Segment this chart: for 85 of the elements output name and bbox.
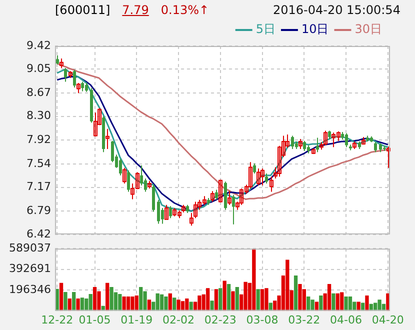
bar (76, 298, 80, 311)
bar (106, 282, 110, 311)
bar (80, 298, 84, 311)
bar (235, 287, 239, 311)
bar (118, 294, 122, 311)
y-tick-label: 7.17 (26, 180, 51, 194)
bar (156, 293, 160, 311)
bar (72, 292, 76, 311)
bar (130, 296, 134, 311)
bar (59, 282, 64, 311)
x-tick-label: 01-19 (120, 313, 153, 326)
y-tick-label: 9.42 (26, 38, 51, 52)
bar (340, 292, 344, 311)
bar (327, 284, 332, 311)
bar (264, 288, 268, 311)
y-tick-label: 8.67 (26, 86, 51, 99)
bar (332, 293, 336, 311)
bar (134, 295, 138, 311)
y-tick-label: 7.54 (26, 156, 51, 170)
y-tick-label: 6.79 (26, 204, 51, 218)
x-tick-label: 02-02 (162, 313, 195, 326)
bar (286, 260, 290, 311)
bar (256, 289, 260, 311)
bar (92, 287, 97, 311)
bar (378, 300, 382, 311)
y-tick-label: 7.92 (26, 133, 51, 146)
bar (88, 294, 92, 311)
bar (110, 287, 114, 311)
candlestick (106, 128, 110, 149)
legend-label: 10日 (301, 22, 329, 36)
bar (176, 300, 180, 311)
candlestick (386, 146, 390, 168)
bar (348, 296, 352, 311)
y-tick-label: 8.30 (26, 109, 51, 122)
bar (244, 282, 248, 311)
bar (160, 294, 164, 311)
candlestick (164, 204, 168, 220)
bar (252, 248, 256, 311)
bar (210, 300, 214, 311)
text: 2016-04-20 15:00:54 (273, 3, 400, 17)
bar (126, 296, 130, 311)
bar (198, 295, 202, 311)
x-tick-label: 03-22 (288, 313, 320, 326)
x-tick-label: 02-23 (204, 313, 236, 326)
bar (122, 296, 126, 311)
bar (231, 291, 235, 311)
x-tick-label: 04-06 (330, 313, 362, 326)
x-tick-label: 04-20 (372, 313, 404, 326)
bar (260, 289, 264, 311)
y-tick-label: 6.42 (26, 227, 51, 240)
text: 0.13%↑ (160, 3, 210, 17)
bar (168, 293, 172, 311)
bar (172, 298, 176, 311)
bar (64, 292, 68, 311)
bar (97, 291, 101, 311)
bar (222, 280, 226, 311)
bar (147, 300, 152, 311)
y-tick-label: 196346 (9, 282, 51, 296)
x-tick-label: 03-08 (246, 313, 278, 326)
y-tick-label: 392691 (9, 262, 51, 276)
bar (206, 288, 210, 311)
bar (306, 296, 310, 311)
x-tick-label: 01-05 (78, 313, 111, 326)
bar (143, 291, 147, 311)
bar (218, 288, 222, 311)
bar (214, 289, 218, 311)
x-tick-label: 12-22 (41, 313, 74, 326)
bar (298, 284, 302, 311)
bar (226, 284, 231, 311)
bar (336, 293, 340, 311)
bar (139, 287, 143, 311)
bar (365, 295, 369, 311)
bar (319, 295, 323, 311)
bar (294, 276, 298, 311)
bar (310, 300, 314, 311)
legend-label: 30日 (354, 22, 382, 36)
y-tick-label: 589037 (9, 241, 51, 254)
bar (344, 296, 348, 311)
text: 7.79 (122, 3, 149, 17)
chart-title: [600011] (55, 3, 110, 17)
y-tick-label: 9.05 (26, 62, 51, 76)
bar (68, 298, 72, 311)
legend-label: 5日 (256, 22, 276, 36)
candlestick (218, 180, 222, 202)
bar (164, 296, 168, 311)
